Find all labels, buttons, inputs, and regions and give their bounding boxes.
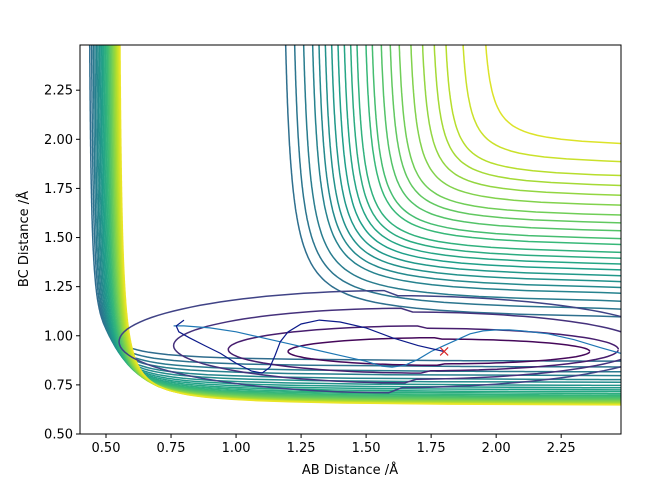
- x-axis-ticks: 0.50 0.75 1.00 1.25 1.50 1.75 2.00 2.25: [92, 434, 576, 456]
- trajectory-line: [175, 319, 445, 374]
- contour-line: [114, 45, 621, 404]
- y-tick-label: 0.50: [44, 428, 73, 443]
- contour-line: [398, 45, 621, 216]
- contour-line: [324, 45, 621, 283]
- contour-line: [105, 45, 621, 396]
- x-tick-label: 1.00: [222, 441, 251, 456]
- contour-line: [485, 45, 621, 145]
- contour-line: [172, 307, 621, 384]
- contour-line: [356, 45, 621, 254]
- x-tick-label: 1.25: [287, 441, 316, 456]
- contour-line: [88, 45, 621, 362]
- y-tick-label: 1.50: [44, 231, 73, 246]
- contour-line: [293, 45, 621, 310]
- contour-line: [365, 45, 621, 246]
- contour-line: [445, 45, 621, 177]
- contour-line: [117, 45, 621, 405]
- x-tick-label: 2.25: [547, 441, 576, 456]
- contour-line: [119, 45, 621, 406]
- trajectory-series: [173, 319, 621, 374]
- trajectory-line: [173, 325, 621, 368]
- contour-line: [97, 45, 621, 384]
- contour-line: [421, 45, 621, 197]
- contour-line: [118, 45, 621, 406]
- contour-line: [337, 45, 621, 271]
- y-axis-title: BC Distance /Å: [16, 191, 32, 287]
- x-tick-label: 0.75: [157, 441, 186, 456]
- contour-line: [94, 45, 621, 377]
- contour-line: [106, 45, 621, 398]
- x-tick-label: 1.50: [352, 441, 381, 456]
- x-tick-label: 1.75: [417, 441, 446, 456]
- y-tick-label: 2.00: [44, 133, 73, 148]
- contour-line: [104, 45, 621, 395]
- contour-line: [112, 45, 621, 403]
- contour-line: [433, 45, 621, 187]
- contour-line: [101, 45, 621, 391]
- x-tick-label: 2.00: [482, 441, 511, 456]
- contour-line: [410, 45, 621, 206]
- marker-layer: [439, 347, 449, 356]
- contour-line: [115, 45, 621, 405]
- contour-line: [284, 45, 621, 318]
- y-axis-ticks: 0.50 0.75 1.00 1.25 1.50 1.75 2.00 2.25: [44, 84, 80, 443]
- contour-line: [113, 45, 621, 403]
- y-tick-label: 1.00: [44, 329, 73, 344]
- contour-lines: [88, 45, 621, 406]
- contour-line: [330, 45, 621, 277]
- contour-line: [349, 45, 621, 259]
- contour-line: [389, 45, 621, 224]
- y-tick-label: 1.75: [44, 182, 73, 197]
- contour-line: [102, 45, 621, 393]
- plot-frame: [79, 44, 622, 435]
- contour-line: [318, 45, 621, 289]
- contour-line: [107, 45, 621, 399]
- x-axis-title: AB Distance /Å: [302, 462, 398, 478]
- y-tick-label: 0.75: [44, 378, 73, 393]
- contour-line: [92, 45, 621, 373]
- y-tick-label: 1.25: [44, 280, 73, 295]
- y-tick-label: 2.25: [44, 84, 73, 99]
- contour-line: [311, 45, 621, 295]
- contour-line: [108, 45, 621, 400]
- contour-line: [287, 336, 591, 366]
- contour-line: [343, 45, 621, 265]
- marker-x: [439, 347, 449, 356]
- contour-line: [90, 45, 621, 368]
- contour-line: [380, 45, 621, 232]
- contour-line: [118, 289, 621, 394]
- contour-line: [302, 45, 621, 302]
- x-tick-label: 0.50: [92, 441, 121, 456]
- contour-line: [462, 45, 621, 163]
